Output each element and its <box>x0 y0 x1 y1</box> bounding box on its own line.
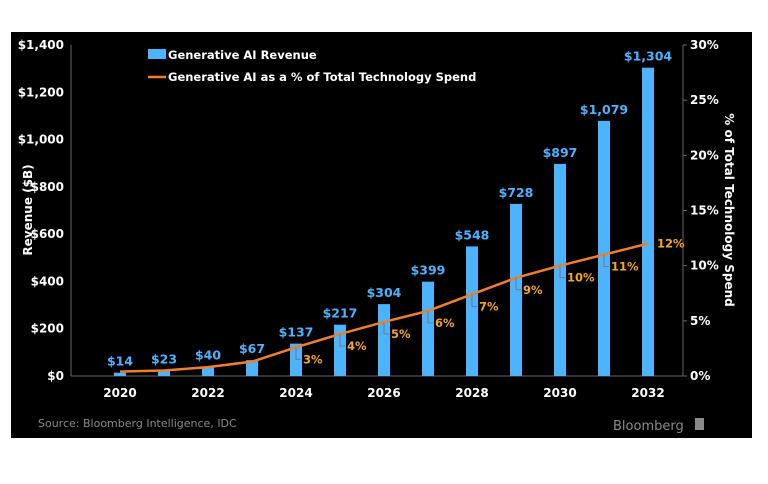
bar-2028 <box>466 246 478 376</box>
bar-label-2026: $304 <box>367 285 402 300</box>
y-tick-label: $400 <box>31 274 64 288</box>
y2-tick-label: 25% <box>690 93 719 107</box>
bar-label-2030: $897 <box>543 145 578 160</box>
bar-2027 <box>422 281 434 376</box>
percent-label-2026: 5% <box>391 327 411 341</box>
percent-leader <box>471 294 477 307</box>
x-tick-label: 2020 <box>103 386 136 400</box>
y-tick-label: $600 <box>31 227 64 241</box>
legend-percent: Generative AI as a % of Total Technology… <box>168 70 476 84</box>
y2-tick-label: 10% <box>690 259 719 273</box>
percent-label-2029: 9% <box>523 283 543 297</box>
y-tick-label: $1,000 <box>18 133 64 147</box>
bar-label-2029: $728 <box>499 185 534 200</box>
bloomberg-logo-icon <box>695 418 704 430</box>
y2-tick-label: 5% <box>690 314 710 328</box>
bar-label-2021: $23 <box>151 352 177 367</box>
bloomberg-logo: Bloomberg <box>613 419 684 434</box>
y-tick-label: $0 <box>47 369 64 383</box>
bar-label-2024: $137 <box>279 325 314 340</box>
y-tick-label: $800 <box>31 180 64 194</box>
legend-revenue: Generative AI Revenue <box>168 48 317 62</box>
x-tick-label: 2024 <box>279 386 312 400</box>
bar-2021 <box>158 370 170 376</box>
y-tick-label: $1,400 <box>18 38 64 52</box>
legend-swatch-revenue <box>148 49 166 59</box>
bar-2032 <box>642 67 654 376</box>
bar-label-2025: $217 <box>323 306 358 321</box>
percent-leader <box>295 347 301 360</box>
y-tick-label: $200 <box>31 322 64 336</box>
bar-label-2027: $399 <box>411 263 446 278</box>
bar-2025 <box>334 324 346 376</box>
percent-label-2032: 12% <box>657 237 685 251</box>
bar-2031 <box>598 120 610 376</box>
source-note: Source: Bloomberg Intelligence, IDC <box>38 417 237 430</box>
y2-tick-label: 15% <box>690 204 719 218</box>
bar-label-2022: $40 <box>195 348 221 363</box>
percent-leader <box>427 310 433 324</box>
percent-leader <box>603 254 609 268</box>
bar-2023 <box>246 360 258 376</box>
bar-label-2032: $1,304 <box>624 49 673 64</box>
percent-label-2027: 6% <box>435 316 455 330</box>
percent-label-2030: 10% <box>567 271 595 285</box>
y2-tick-label: 30% <box>690 38 719 52</box>
bar-2022 <box>202 366 214 376</box>
y2-tick-label: 0% <box>690 369 710 383</box>
percent-label-2028: 7% <box>479 299 499 313</box>
bar-label-2028: $548 <box>455 227 490 242</box>
y-axis-title: Revenue ($B) <box>21 164 35 255</box>
percent-leader <box>559 265 565 279</box>
x-tick-label: 2026 <box>367 386 400 400</box>
x-tick-label: 2030 <box>543 386 576 400</box>
bar-label-2023: $67 <box>239 341 265 356</box>
y2-axis-title: % of Total Technology Spend <box>722 113 736 306</box>
y-tick-label: $1,200 <box>18 85 64 99</box>
y2-tick-label: 20% <box>690 148 719 162</box>
x-tick-label: 2022 <box>191 386 224 400</box>
bar-2020 <box>114 372 126 376</box>
x-tick-label: 2028 <box>455 386 488 400</box>
percent-label-2031: 11% <box>611 260 639 274</box>
bar-label-2020: $14 <box>107 354 133 369</box>
bar-2026 <box>378 304 390 376</box>
bar-label-2031: $1,079 <box>580 102 628 117</box>
percent-leader <box>383 321 389 335</box>
percent-label-2025: 4% <box>347 339 367 353</box>
percent-leader <box>515 277 521 291</box>
x-tick-label: 2032 <box>631 386 664 400</box>
percent-leader <box>339 334 345 347</box>
percent-label-2024: 3% <box>303 352 323 366</box>
